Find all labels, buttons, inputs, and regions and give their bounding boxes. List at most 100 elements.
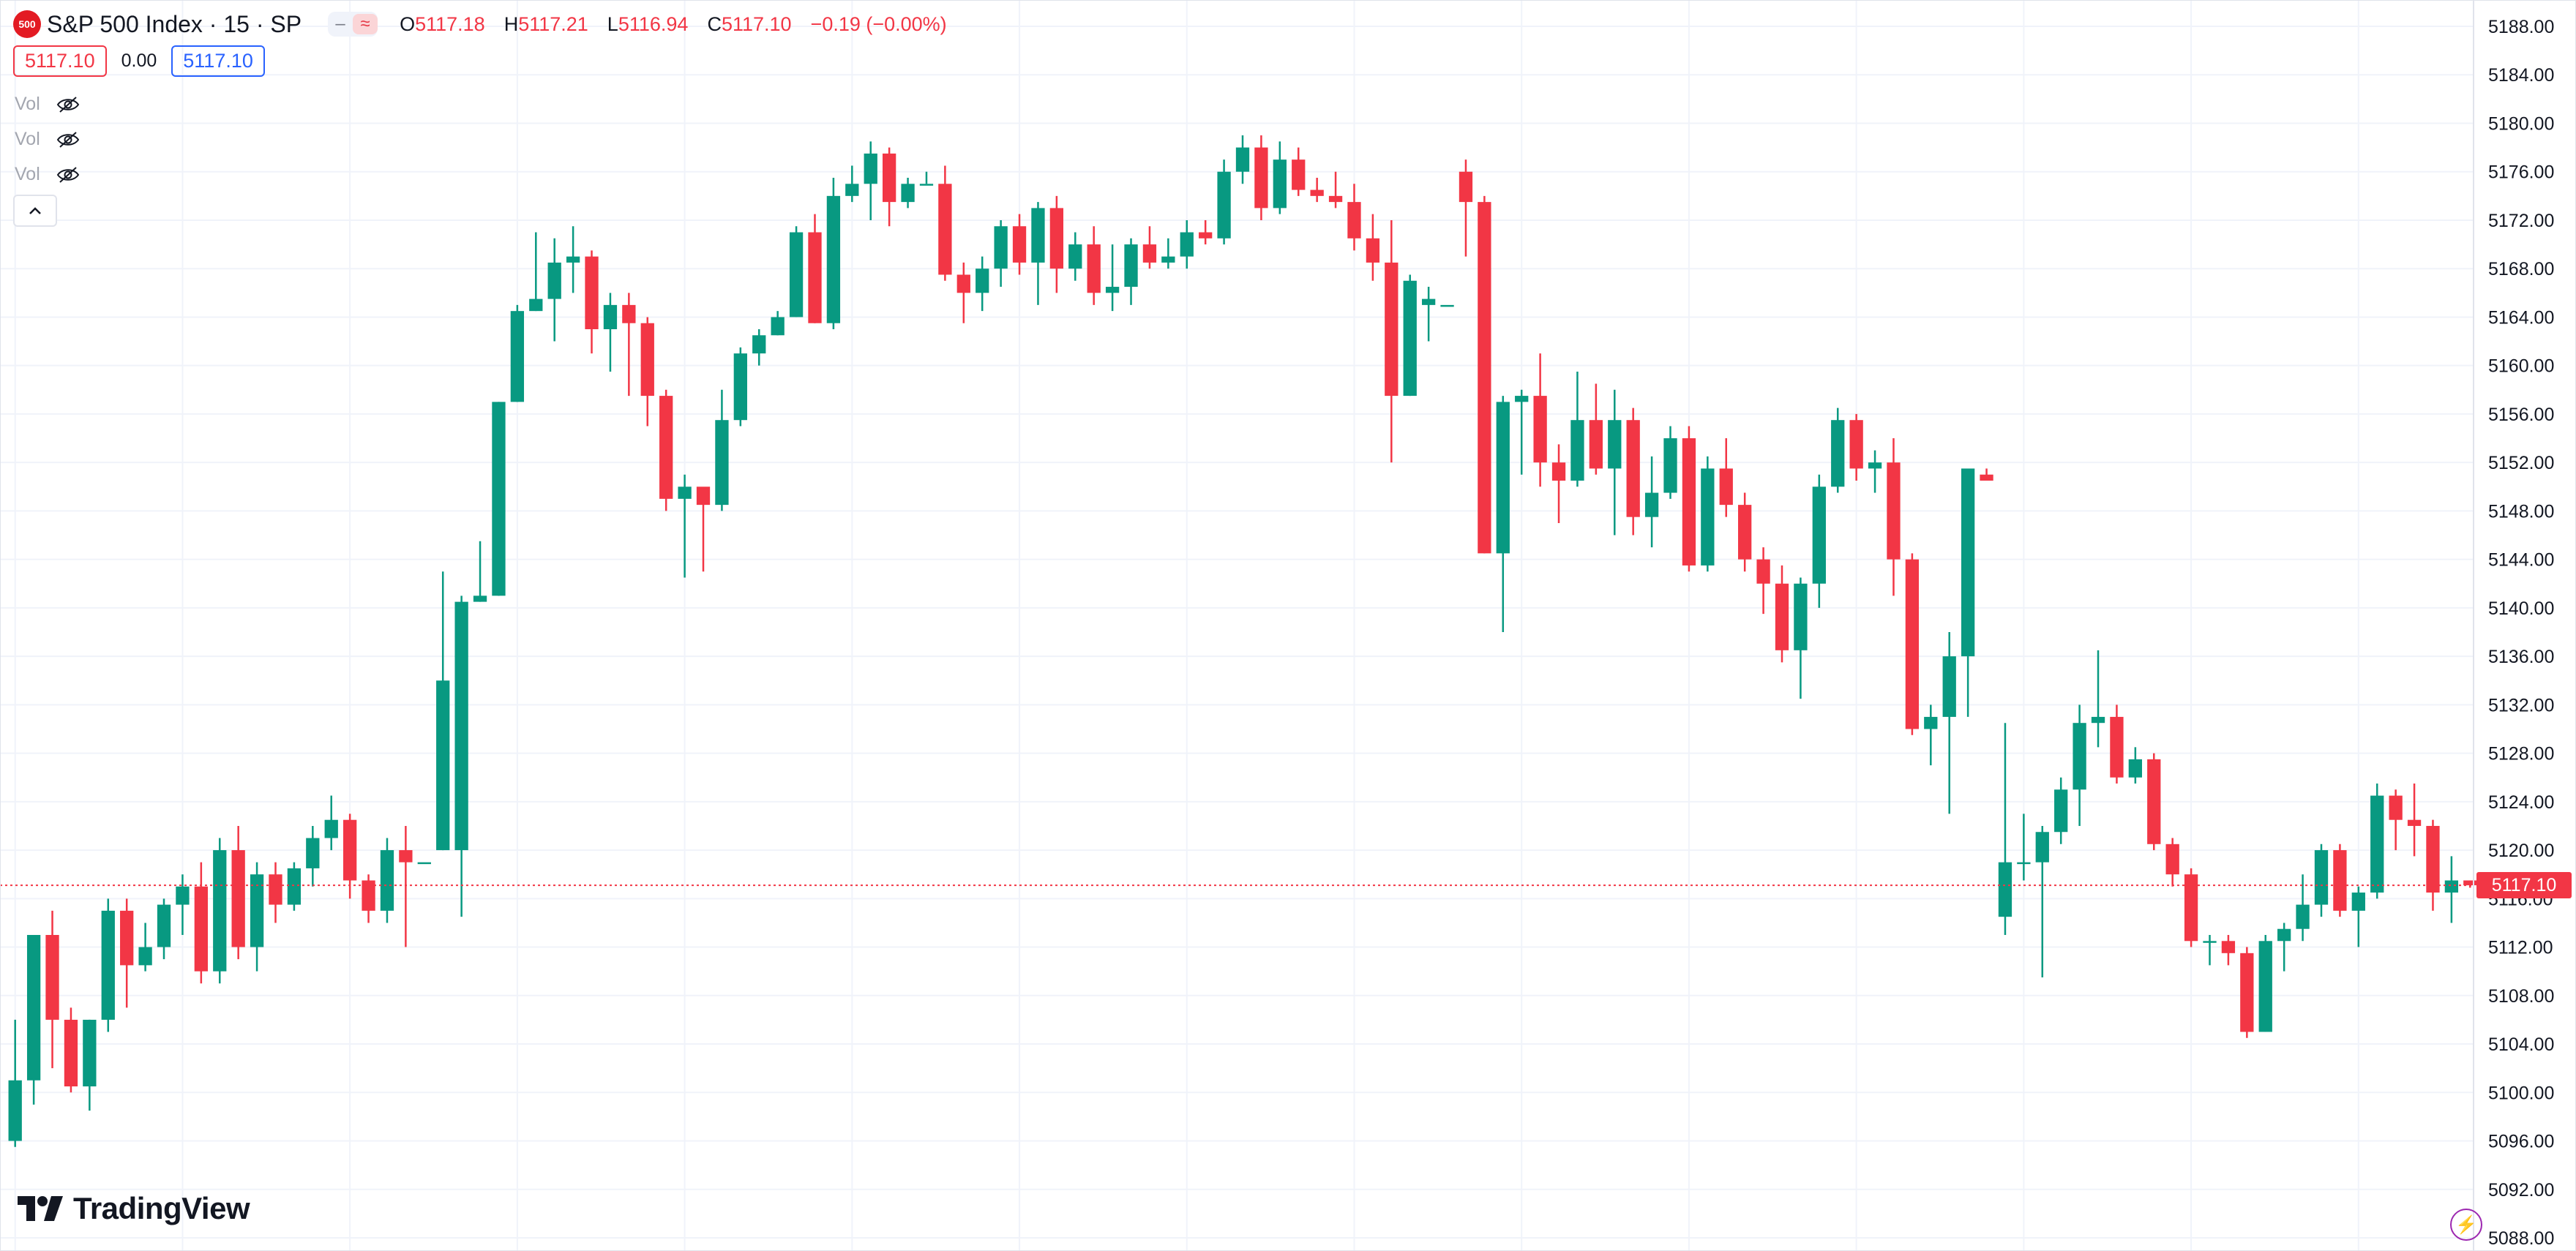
symbol-logo[interactable]: 500 xyxy=(13,10,41,38)
candle-body xyxy=(1403,280,1417,397)
candle xyxy=(417,862,431,865)
y-tick-label: 5160.00 xyxy=(2488,356,2554,377)
candle-body xyxy=(1644,492,1659,517)
y-tick-label: 5136.00 xyxy=(2488,647,2554,667)
indicator-vol-1[interactable]: Vol xyxy=(15,94,80,115)
price-axis[interactable]: 5088.00 5092.00 5096.00 5100.00 5104.00 5108.… xyxy=(2473,0,2554,1251)
candle-body xyxy=(1942,656,1956,717)
candle-body xyxy=(1292,159,1306,190)
y-tick-label: 5184.00 xyxy=(2488,65,2554,86)
candle-body xyxy=(1663,438,1677,493)
candle-body xyxy=(2184,874,2198,942)
tradingview-mark-icon xyxy=(18,1196,63,1221)
eye-off-icon[interactable] xyxy=(56,165,80,184)
candle-body xyxy=(2017,862,2031,865)
candle-body xyxy=(2444,880,2459,893)
candle xyxy=(2035,825,2049,977)
candle xyxy=(1924,705,1938,766)
candle-body xyxy=(1366,238,1380,263)
candle-body xyxy=(380,850,394,911)
candle xyxy=(2314,844,2329,917)
indicator-vol-2[interactable]: Vol xyxy=(15,129,80,150)
candle xyxy=(1403,274,1417,397)
candle-body xyxy=(1012,226,1027,263)
candle-body xyxy=(1831,420,1845,487)
candle-body xyxy=(2351,893,2365,911)
candle-body xyxy=(789,232,804,318)
y-tick-label: 5104.00 xyxy=(2488,1034,2554,1055)
y-tick-label: 5148.00 xyxy=(2488,501,2554,522)
candle xyxy=(1328,171,1343,209)
candle-body xyxy=(194,886,208,972)
ohlc-change: −0.19 (−0.00%) xyxy=(810,12,947,35)
candle-body xyxy=(157,904,171,947)
candle xyxy=(696,487,711,572)
candle-body xyxy=(1310,189,1324,196)
candle xyxy=(2147,753,2161,851)
candle-body xyxy=(1199,232,1213,238)
candle-body xyxy=(1515,396,1529,402)
eye-off-icon[interactable] xyxy=(56,130,80,149)
buy-price-box[interactable]: 5117.10 xyxy=(171,45,265,77)
candle-body xyxy=(417,862,431,865)
y-tick-label: 5156.00 xyxy=(2488,405,2554,425)
candle xyxy=(771,311,785,336)
candle xyxy=(1738,492,1752,572)
spread-value: 0.00 xyxy=(121,50,157,71)
candle-body xyxy=(473,596,487,602)
candle xyxy=(715,389,729,511)
candle xyxy=(176,874,190,935)
ohlc-high: H5117.21 xyxy=(503,12,588,35)
candle-body xyxy=(2165,844,2179,875)
wave-icon[interactable]: ≈ xyxy=(353,14,378,34)
candle-body xyxy=(436,680,450,851)
candle xyxy=(678,474,692,578)
candle-body xyxy=(956,274,970,293)
indicator-vol-3[interactable]: Vol xyxy=(15,164,80,185)
candle-body xyxy=(1961,468,1975,657)
candle xyxy=(213,838,227,984)
candle-body xyxy=(1440,304,1454,307)
y-tick-label: 5108.00 xyxy=(2488,986,2554,1007)
candle xyxy=(194,862,208,984)
candle xyxy=(566,226,580,293)
candle-body xyxy=(1068,244,1082,269)
y-tick-label: 5144.00 xyxy=(2488,550,2554,571)
candle xyxy=(454,596,468,917)
candle xyxy=(938,165,952,281)
candle-body xyxy=(808,232,822,323)
candle-body xyxy=(269,874,282,905)
chart-mode-toggle[interactable]: – ≈ xyxy=(328,12,378,37)
candle xyxy=(845,165,859,203)
candle-body xyxy=(2277,928,2291,942)
candle xyxy=(1794,577,1808,699)
candle xyxy=(1292,147,1306,196)
candle-body xyxy=(994,226,1008,269)
minus-icon[interactable]: – xyxy=(335,14,345,34)
candle-body xyxy=(678,487,692,499)
y-tick-label: 5180.00 xyxy=(2488,113,2554,134)
sell-price-box[interactable]: 5117.10 xyxy=(13,45,107,77)
symbol-title[interactable]: S&P 500 Index · 15 · SP xyxy=(47,10,302,37)
collapse-legend-button[interactable] xyxy=(13,195,57,227)
eye-off-icon[interactable] xyxy=(56,95,80,114)
candle xyxy=(1235,135,1250,184)
candle xyxy=(1608,389,1622,536)
candle-body xyxy=(2426,825,2440,893)
y-tick-label: 5100.00 xyxy=(2488,1083,2554,1103)
candle-body xyxy=(2314,850,2329,905)
candle xyxy=(510,304,525,402)
candle-body xyxy=(8,1080,22,1141)
bolt-icon[interactable]: ⚡ xyxy=(2450,1209,2482,1241)
y-tick-label: 5140.00 xyxy=(2488,598,2554,619)
logo-text: TradingView xyxy=(73,1191,250,1225)
candle xyxy=(547,238,561,342)
candle-body xyxy=(585,256,599,329)
candle xyxy=(2054,777,2068,844)
candle-body xyxy=(733,353,747,421)
tradingview-logo[interactable]: TradingView xyxy=(18,1191,250,1226)
candle-body xyxy=(2035,832,2049,863)
candle xyxy=(473,541,487,602)
candle xyxy=(1440,304,1454,307)
